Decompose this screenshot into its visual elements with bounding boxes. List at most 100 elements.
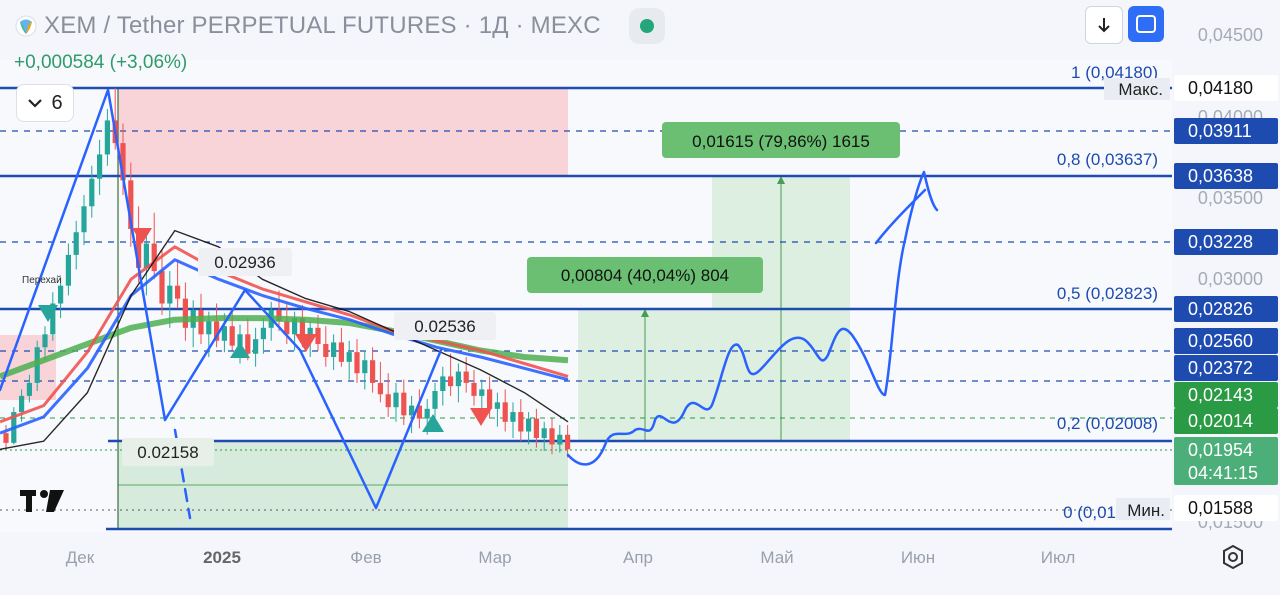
candle-body bbox=[432, 391, 438, 409]
moving-averages-layer bbox=[0, 229, 569, 450]
price-tag: 0,02826 bbox=[1174, 296, 1278, 322]
candle-body bbox=[198, 309, 204, 335]
candle-body bbox=[541, 428, 547, 438]
svg-text:Мин.: Мин. bbox=[1127, 501, 1165, 520]
svg-text:0,02372: 0,02372 bbox=[1188, 358, 1253, 378]
candle-body bbox=[424, 408, 430, 419]
target-label-2: 0,01615 (79,86%) 1615 bbox=[662, 122, 900, 158]
candle-body bbox=[182, 298, 188, 328]
svg-text:0,00804 (40,04%) 804: 0,00804 (40,04%) 804 bbox=[561, 266, 729, 285]
svg-text:0,02014: 0,02014 bbox=[1188, 411, 1253, 431]
candle-body bbox=[518, 412, 524, 432]
candle-body bbox=[471, 382, 477, 396]
candle-body bbox=[58, 285, 64, 304]
price-tick-label: 0,03000 bbox=[1198, 269, 1263, 289]
fib-label-05: 0,5 (0,02823) bbox=[1057, 284, 1158, 303]
svg-text:0,02143: 0,02143 bbox=[1188, 385, 1253, 405]
candle-body bbox=[416, 405, 422, 419]
chart-title: XEM / Tether PERPETUAL FUTURES · 1Д · ME… bbox=[44, 12, 601, 39]
candle-body bbox=[346, 352, 352, 362]
candle-body bbox=[159, 271, 165, 304]
moving-average-line bbox=[0, 229, 569, 450]
candle-body bbox=[284, 321, 290, 335]
resistance-zone bbox=[118, 88, 568, 176]
price-axis[interactable]: 0,045000,040000,035000,030000,015000,041… bbox=[1172, 0, 1280, 595]
price-tag: 0,03911 bbox=[1174, 118, 1278, 144]
price-tick-label: 0,03500 bbox=[1198, 188, 1263, 208]
candle-body bbox=[440, 376, 446, 392]
candle-body bbox=[479, 389, 485, 396]
svg-text:0,02560: 0,02560 bbox=[1188, 331, 1253, 351]
svg-text:0,01954: 0,01954 bbox=[1188, 440, 1253, 460]
annotation-perehay: Перехай bbox=[22, 275, 62, 286]
indicators-toggle[interactable]: 6 bbox=[16, 84, 74, 122]
level-lines bbox=[0, 86, 1172, 531]
candle-body bbox=[565, 434, 571, 450]
svg-text:0,02826: 0,02826 bbox=[1188, 299, 1253, 319]
candle-body bbox=[3, 433, 9, 443]
fib-label-08: 0,8 (0,03637) bbox=[1057, 150, 1158, 169]
price-tag: 0,02372 bbox=[1174, 355, 1278, 381]
candle-body bbox=[494, 402, 500, 409]
time-tick-label: Мар bbox=[478, 548, 511, 567]
price-tag: 0,02143 bbox=[1174, 382, 1278, 408]
candle-body bbox=[136, 228, 142, 268]
candle-body bbox=[167, 285, 173, 304]
time-axis-bg bbox=[0, 532, 1172, 595]
candle-body bbox=[97, 154, 103, 179]
fib-label-0: 0 (0,01 bbox=[1063, 503, 1116, 522]
candle-body bbox=[362, 360, 368, 374]
market-status-button[interactable] bbox=[629, 8, 665, 44]
candle-body bbox=[557, 434, 563, 445]
svg-text:0,01615 (79,86%) 1615: 0,01615 (79,86%) 1615 bbox=[692, 132, 870, 151]
candle-body bbox=[50, 303, 56, 335]
candle-body bbox=[533, 418, 539, 438]
svg-text:0.02536: 0.02536 bbox=[414, 317, 475, 336]
candle-body bbox=[323, 344, 329, 357]
time-tick-label: Дек bbox=[66, 548, 95, 567]
candle-body bbox=[229, 326, 235, 346]
candle-body bbox=[526, 418, 532, 432]
price-change: +0,000584 (+3,06%) bbox=[14, 52, 188, 73]
price-tag: 0,01954 04:41:15 bbox=[1174, 437, 1278, 485]
candle-body bbox=[19, 395, 25, 413]
tradingview-logo-icon bbox=[20, 490, 64, 512]
candle-body bbox=[128, 180, 134, 229]
candle-body bbox=[221, 326, 227, 341]
wave-dashed bbox=[173, 428, 192, 520]
candle-body bbox=[65, 254, 71, 286]
candle-body bbox=[120, 143, 126, 181]
target-label-1: 0,00804 (40,04%) 804 bbox=[527, 257, 763, 293]
time-tick-label: Май bbox=[760, 548, 793, 567]
candle-body bbox=[448, 376, 454, 387]
candle-body bbox=[502, 402, 508, 422]
fullscreen-button[interactable] bbox=[1128, 6, 1164, 42]
forecast-path bbox=[566, 170, 939, 466]
fib-label-1: 1 (0,04180) bbox=[1071, 63, 1158, 82]
fib-label-02: 0,2 (0,02008) bbox=[1057, 414, 1158, 433]
candle-body bbox=[175, 285, 181, 299]
time-axis[interactable]: Дек 2025 Фев Мар Апр Май Июн Июл bbox=[0, 532, 1172, 595]
time-tick-label: Июн bbox=[901, 548, 935, 567]
candle-body bbox=[338, 342, 344, 362]
chart-header: XEM / Tether PERPETUAL FUTURES · 1Д · ME… bbox=[14, 10, 601, 42]
svg-text:0,03228: 0,03228 bbox=[1188, 232, 1253, 252]
svg-text:04:41:15: 04:41:15 bbox=[1188, 463, 1258, 483]
hand-drawings bbox=[0, 88, 939, 520]
svg-text:0.02158: 0.02158 bbox=[137, 443, 198, 462]
candle-body bbox=[393, 392, 399, 408]
signal-markers bbox=[38, 228, 492, 432]
settings-gear-icon[interactable] bbox=[1220, 544, 1246, 570]
wave-zigzag bbox=[0, 88, 443, 510]
candle-body bbox=[510, 412, 516, 422]
candle-body bbox=[409, 405, 415, 416]
price-annotation-02936: 0.02936 bbox=[198, 248, 292, 276]
time-tick-label: 2025 bbox=[203, 548, 241, 567]
candle-body bbox=[26, 382, 32, 396]
svg-text:0,04180: 0,04180 bbox=[1188, 78, 1253, 98]
max-label: Макс. bbox=[1104, 78, 1170, 100]
svg-text:Макс.: Макс. bbox=[1118, 80, 1163, 99]
candle-body bbox=[331, 342, 337, 357]
download-button[interactable] bbox=[1085, 6, 1123, 44]
